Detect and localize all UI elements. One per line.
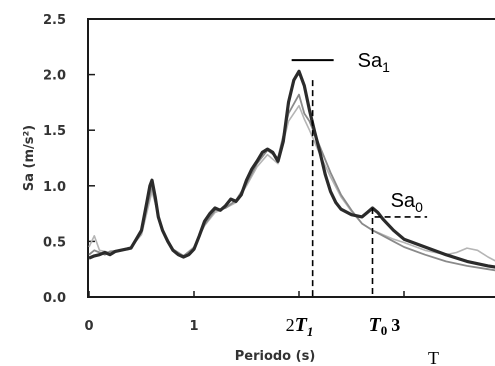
x-tick-label: 0 — [84, 319, 93, 334]
y-tick-label: 2.0 — [43, 69, 66, 84]
y-axis: 0.0 0.5 1.0 1.5 2.0 2.5 — [43, 13, 95, 306]
y-axis-title: Sa (m/s²) — [22, 125, 37, 191]
sa0-label: Sa0 — [391, 190, 423, 215]
t0-label: T0 3 — [369, 314, 401, 338]
y-tick-label: 1.5 — [43, 124, 66, 139]
y-tick-label: 0.5 — [43, 235, 66, 250]
y-tick-label: 1.0 — [43, 180, 66, 195]
plot-frame — [87, 18, 495, 298]
corner-fragment-text: T — [428, 348, 439, 366]
x-axis-title: Periodo (s) — [235, 349, 316, 364]
x-tick-label: 1 — [189, 319, 198, 334]
t1-label: 2T1 — [286, 314, 314, 339]
series-layer — [88, 69, 495, 272]
spectrum-series-line — [88, 69, 495, 269]
y-tick-label: 2.5 — [43, 13, 66, 28]
y-tick-label: 0.0 — [43, 291, 66, 306]
spectrum-series-line — [88, 104, 495, 262]
sa1-label: Sa1 — [358, 50, 390, 75]
x-axis: 014 — [84, 291, 405, 334]
